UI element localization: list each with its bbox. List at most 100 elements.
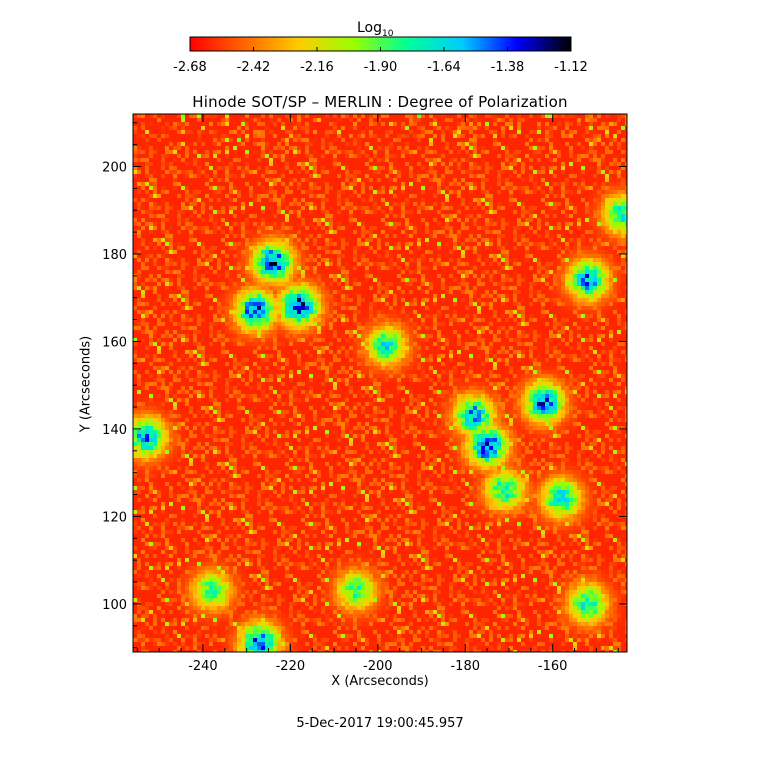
heatmap-cell [389, 170, 393, 174]
heatmap-cell [253, 250, 257, 254]
heatmap-cell [201, 234, 205, 238]
heatmap-cell [441, 182, 445, 186]
heatmap-cell [409, 198, 413, 202]
heatmap-cell [369, 214, 373, 218]
heatmap-cell [553, 154, 557, 158]
heatmap-cell [357, 198, 361, 202]
heatmap-cell [485, 178, 489, 182]
heatmap-cell [277, 118, 281, 122]
heatmap-cell [397, 270, 401, 274]
heatmap-cell [221, 130, 225, 134]
heatmap-cell [165, 266, 169, 270]
heatmap-cell [201, 258, 205, 262]
heatmap-cell [621, 250, 625, 254]
heatmap-cell [485, 198, 489, 202]
heatmap-cell [433, 222, 437, 226]
heatmap-cell [605, 194, 609, 198]
heatmap-cell [541, 130, 545, 134]
heatmap-cell [601, 218, 605, 222]
heatmap-cell [493, 210, 497, 214]
heatmap-cell [405, 258, 409, 262]
heatmap-cell [549, 242, 553, 246]
heatmap-cell [249, 154, 253, 158]
heatmap-cell [497, 202, 501, 206]
heatmap-cell [453, 258, 457, 262]
heatmap-cell [429, 186, 433, 190]
heatmap-cell [565, 222, 569, 226]
heatmap-cell [305, 122, 309, 126]
heatmap-cell [305, 270, 309, 274]
heatmap-cell [441, 210, 445, 214]
heatmap-cell [269, 226, 273, 230]
heatmap-cell [297, 226, 301, 230]
heatmap-cell [233, 250, 237, 254]
heatmap-cell [381, 198, 385, 202]
heatmap-cell [345, 258, 349, 262]
heatmap-cell [397, 222, 401, 226]
heatmap-cell [249, 158, 253, 162]
heatmap-cell [509, 246, 513, 250]
heatmap-cell [141, 258, 145, 262]
heatmap-cell [293, 166, 297, 170]
heatmap-cell [481, 262, 485, 266]
heatmap-cell [145, 246, 149, 250]
heatmap-cell [501, 202, 505, 206]
heatmap-cell [337, 218, 341, 222]
heatmap-cell [465, 250, 469, 254]
heatmap-cell [469, 206, 473, 210]
heatmap-cell [133, 114, 137, 118]
heatmap-cell [529, 222, 533, 226]
heatmap-cell [505, 202, 509, 206]
heatmap-cell [217, 250, 221, 254]
heatmap-cell [317, 134, 321, 138]
heatmap-cell [329, 254, 333, 258]
heatmap-cell [525, 242, 529, 246]
heatmap-cell [317, 226, 321, 230]
heatmap-cell [313, 262, 317, 266]
heatmap-cell [301, 198, 305, 202]
heatmap-cell [293, 218, 297, 222]
heatmap-cell [445, 126, 449, 130]
heatmap-cell [577, 238, 581, 242]
heatmap-cell [377, 246, 381, 250]
heatmap-cell [257, 134, 261, 138]
heatmap-cell [477, 202, 481, 206]
heatmap-cell [149, 134, 153, 138]
heatmap-cell [341, 254, 345, 258]
heatmap-cell [373, 190, 377, 194]
heatmap-cell [381, 226, 385, 230]
heatmap-cell [285, 218, 289, 222]
heatmap-cell [469, 126, 473, 130]
heatmap-cell [493, 234, 497, 238]
heatmap-cell [473, 170, 477, 174]
heatmap-cell [253, 194, 257, 198]
heatmap-cell [433, 158, 437, 162]
heatmap-cell [345, 150, 349, 154]
heatmap-cell [241, 190, 245, 194]
heatmap-cell [449, 122, 453, 126]
heatmap-cell [205, 218, 209, 222]
heatmap-cell [501, 246, 505, 250]
heatmap-cell [209, 158, 213, 162]
heatmap-cell [533, 242, 537, 246]
heatmap-cell [557, 134, 561, 138]
heatmap-cell [213, 142, 217, 146]
heatmap-cell [201, 150, 205, 154]
heatmap-cell [513, 118, 517, 122]
heatmap-cell [277, 134, 281, 138]
heatmap-cell [313, 190, 317, 194]
heatmap-cell [189, 258, 193, 262]
heatmap-cell [489, 246, 493, 250]
heatmap-cell [465, 258, 469, 262]
heatmap-cell [345, 230, 349, 234]
heatmap-cell [309, 250, 313, 254]
heatmap-cell [497, 162, 501, 166]
heatmap-cell [181, 234, 185, 238]
heatmap-cell [269, 246, 273, 250]
heatmap-cell [377, 250, 381, 254]
heatmap-cell [589, 198, 593, 202]
heatmap-cell [461, 262, 465, 266]
heatmap-cell [309, 146, 313, 150]
heatmap-cell [329, 186, 333, 190]
heatmap-cell [621, 258, 625, 262]
